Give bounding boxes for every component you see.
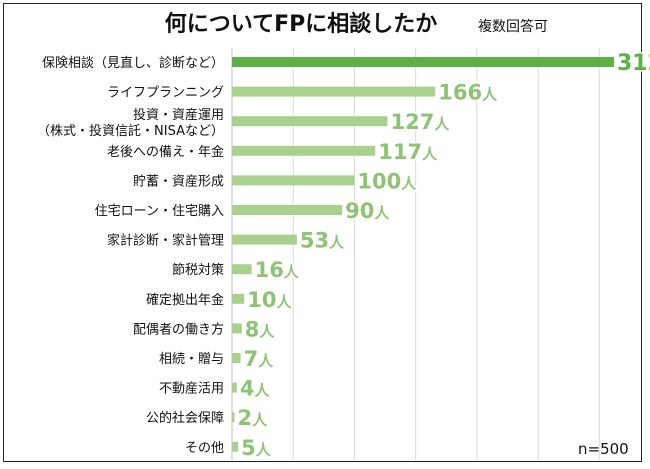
bar: [232, 175, 355, 186]
category-label: 投資・資産運用（株式・投資信託・NISAなど）: [37, 107, 224, 139]
value-label: 2人: [237, 406, 268, 430]
category-label: 相続・贈与: [159, 351, 224, 367]
category-label: 公的社会保障: [146, 410, 224, 426]
value-label: 117人: [378, 140, 438, 164]
value-label: 5人: [241, 436, 272, 460]
value-label: 7人: [244, 347, 275, 371]
value-label: 166人: [438, 81, 498, 105]
sample-size-note: n=500: [578, 440, 629, 458]
value-label: 312人: [617, 51, 650, 76]
bar: [232, 57, 614, 67]
bar: [232, 323, 242, 334]
category-label: その他: [185, 441, 224, 456]
value-label: 90人: [345, 199, 390, 223]
value-label: 16人: [255, 258, 300, 282]
bar: [232, 441, 239, 452]
chart-title: 何についてFPに相談したか: [164, 12, 438, 37]
bar: [232, 234, 297, 245]
bar: [232, 353, 241, 363]
bar: [232, 412, 235, 423]
value-label: 53人: [300, 229, 345, 253]
category-label: 家計診断・家計管理: [107, 233, 224, 249]
category-label: 保険相談（見直し、診断など）: [42, 55, 224, 71]
chart-frame: [3, 3, 642, 462]
bar: [232, 86, 436, 97]
category-label: 老後への備え・年金: [107, 144, 224, 160]
bar: [232, 116, 388, 127]
value-label: 4人: [240, 377, 271, 401]
category-label: 配偶者の働き方: [133, 321, 224, 337]
category-label: 不動産活用: [159, 381, 224, 397]
bar: [232, 293, 245, 304]
bar: [232, 382, 237, 393]
category-label: 確定拠出年金: [146, 292, 224, 308]
bar: [232, 264, 252, 275]
value-label: 100人: [357, 169, 417, 193]
bar: [232, 145, 376, 156]
value-label: 8人: [245, 317, 276, 341]
category-label: 住宅ローン・住宅購入: [95, 204, 224, 219]
bar: [232, 205, 343, 215]
chart-subtitle: 複数回答可: [478, 19, 548, 35]
value-label: 10人: [247, 288, 292, 312]
category-label: ライフプランニング: [107, 86, 224, 101]
category-label: 貯蓄・資産形成: [133, 173, 224, 189]
value-label: 127人: [390, 110, 450, 134]
category-label: 節税対策: [172, 262, 224, 278]
